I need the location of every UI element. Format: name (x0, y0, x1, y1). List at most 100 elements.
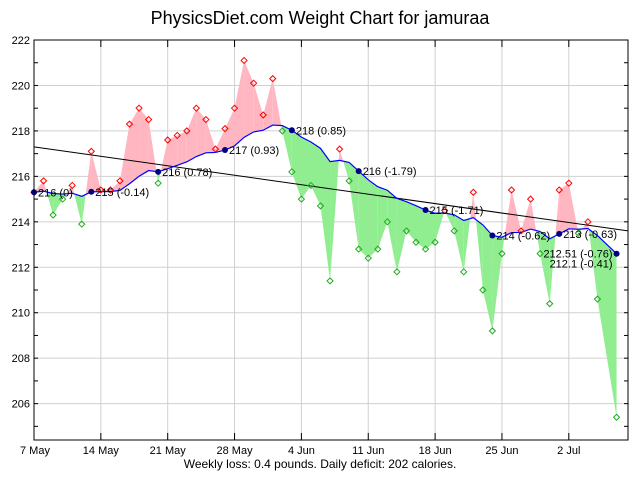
weight-marker (116, 177, 124, 185)
y-tick-label: 214 (12, 217, 30, 229)
weight-marker (612, 413, 621, 421)
deviation-area (387, 190, 397, 272)
weight-marker (335, 145, 344, 153)
weight-marker (526, 195, 535, 203)
weight-marker (517, 227, 525, 235)
weight-marker (460, 268, 468, 276)
deviation-area (310, 141, 321, 206)
deviation-area (272, 78, 282, 126)
deviation-area (463, 218, 471, 272)
weight-marker (288, 168, 296, 176)
weight-marker (536, 249, 544, 258)
deviation-area (91, 151, 101, 192)
deviation-area (406, 201, 416, 243)
trend-annotation: 214 (-0.62) (496, 230, 550, 242)
weight-marker (173, 131, 181, 140)
y-tick-label: 218 (12, 126, 30, 138)
deviation-area (74, 193, 82, 225)
weight-marker (192, 104, 201, 112)
weight-marker (545, 299, 554, 308)
deviation-area (282, 125, 292, 172)
plot-frame (33, 39, 629, 441)
x-tick-label: 2 Jul (557, 445, 580, 457)
deviation-area (540, 231, 550, 304)
deviation-area (167, 135, 178, 169)
weight-marker (507, 186, 516, 194)
weight-marker (440, 206, 449, 215)
x-tick-label: 7 May (20, 445, 50, 457)
deviation-area (581, 221, 588, 229)
deviation-area (416, 205, 426, 250)
deviation-area (501, 236, 505, 254)
x-tick-label: 28 May (217, 445, 254, 457)
deviation-area (473, 192, 476, 220)
deviation-area (301, 137, 311, 200)
weight-marker (269, 74, 277, 83)
deviation-area (587, 221, 589, 230)
weight-marker (421, 245, 430, 253)
deviation-area (330, 160, 339, 281)
deviation-area (588, 229, 598, 300)
regression-line (33, 146, 629, 232)
x-tick-label: 4 Jun (288, 445, 315, 457)
weight-marker (58, 195, 67, 203)
deviation-area (368, 179, 378, 259)
weight-marker (326, 277, 334, 285)
deviation-area (559, 183, 569, 234)
trend-annotation: 212.51 (-0.76) (543, 249, 612, 261)
deviation-area (177, 130, 187, 166)
weight-marker (154, 179, 162, 187)
weight-marker (125, 120, 134, 128)
deviation-area (470, 192, 474, 219)
deviation-area (81, 194, 86, 225)
weight-marker (87, 147, 96, 156)
weight-marker (488, 327, 497, 335)
deviation-area (425, 210, 436, 250)
deviation-area (320, 148, 331, 281)
deviation-area (85, 151, 92, 195)
deviation-area (129, 108, 140, 184)
deviation-area (62, 193, 67, 200)
x-tick-label: 25 Jun (485, 445, 518, 457)
weight-marker (383, 218, 392, 226)
trend-annotation: 216 (-1.79) (363, 166, 417, 178)
chart-title: PhysicsDiet.com Weight Chart for jamuraa (150, 8, 490, 28)
deviation-area (443, 210, 445, 214)
weight-marker (39, 177, 48, 185)
y-tick-label: 208 (12, 353, 30, 365)
y-tick-label: 210 (12, 308, 30, 320)
deviation-fill (34, 60, 617, 418)
trend-annotation: 215 (-1.71) (430, 205, 484, 217)
weight-marker (479, 286, 487, 294)
weight-marker (412, 238, 420, 246)
x-tick-label: 11 Jun (352, 445, 384, 457)
trend-annotation: 212.1 (-0.41) (550, 259, 613, 271)
trend-annotation: 218 (0.85) (296, 125, 346, 137)
trend-annotation: 213 (-0.63) (563, 229, 617, 241)
deviation-area (119, 124, 130, 191)
weight-marker (364, 254, 372, 262)
deviation-area (445, 213, 455, 231)
deviation-area (234, 60, 245, 146)
deviation-area (358, 171, 369, 259)
trend-label-dot (155, 168, 162, 175)
deviation-area (511, 190, 522, 233)
deviation-area (139, 108, 149, 177)
deviation-area (492, 235, 502, 331)
weight-marker (393, 268, 401, 276)
weight-marker (97, 186, 105, 194)
deviation-area (72, 185, 75, 194)
deviation-area (215, 128, 225, 153)
trend-label-dot (556, 230, 563, 237)
deviation-area (205, 119, 216, 153)
weight-marker (469, 188, 478, 196)
deviation-area (549, 235, 556, 304)
deviation-area (343, 161, 350, 181)
deviation-area (555, 190, 560, 236)
weight-marker (431, 238, 439, 246)
trend-label-dot (88, 188, 95, 195)
y-tick-label: 216 (12, 171, 30, 183)
trend-annotation: 215 (-0.14) (95, 187, 149, 199)
deviation-area (530, 199, 537, 231)
